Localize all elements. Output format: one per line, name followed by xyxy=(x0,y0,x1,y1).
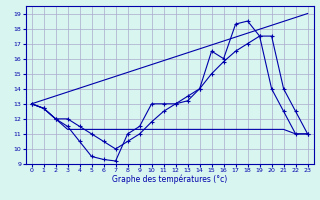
X-axis label: Graphe des températures (°c): Graphe des températures (°c) xyxy=(112,175,227,184)
